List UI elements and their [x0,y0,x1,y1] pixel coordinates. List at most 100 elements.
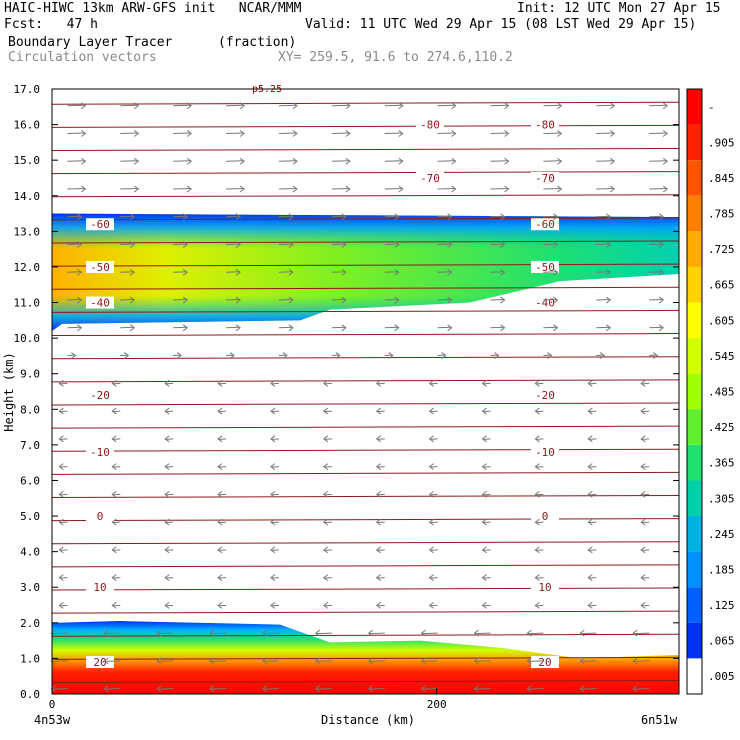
vector-arrowhead [50,629,56,637]
contour-line [51,633,680,637]
contour-label: -60 [535,218,555,231]
vector-arrowhead [441,352,447,359]
contour-label-bg [531,446,559,458]
vector-arrowhead [77,324,83,332]
vector-arrow [120,215,135,218]
contour-line [51,194,680,198]
y-tick-label: 9.0 [20,368,40,381]
colorbar-swatch [687,231,702,267]
y-tick-label: 11.0 [14,297,41,310]
contour-label: 20 [93,656,106,669]
contour-label-bg [86,446,114,458]
vector-arrow [474,660,491,662]
vector-arrowhead [662,102,669,110]
vector-arrowhead [270,601,276,609]
vector-arrowhead [217,546,223,554]
vector-arrowhead [428,463,434,470]
vector-arrow [543,215,558,218]
vector-arrow [331,215,346,218]
y-axis-label: Height (km) [2,352,16,431]
vector-arrowhead [235,324,241,332]
vector-arrowhead [129,213,136,221]
vector-arrowhead [587,463,593,470]
contour-line [51,402,680,406]
contour-line [51,425,680,429]
colorbar-label: .185 [708,563,735,576]
vector-arrow [173,160,192,162]
vector-arrowhead [262,657,268,665]
vector-arrowhead [323,490,329,498]
vector-arrow [278,160,297,162]
vector-arrowhead [420,629,426,637]
vector-arrowhead [288,296,294,304]
contour-line [51,101,680,105]
vector-arrowhead [323,379,329,387]
vector-arrowhead [367,629,374,637]
vector-arrow [649,299,664,301]
vector-arrow [226,243,241,246]
vector-arrow [437,299,452,301]
vector-arrowhead [428,435,434,443]
vector-arrowhead [599,352,606,359]
vector-arrowhead [111,546,117,554]
vector-arrow [278,104,297,107]
vector-arrow [596,215,611,218]
vector-arrow [67,188,86,190]
vector-arrowhead [129,296,136,304]
vector-arrowhead [587,379,593,387]
vector-arrow [490,243,505,246]
vector-arrowhead [235,296,241,304]
vector-arrowhead [473,629,479,637]
contour-line [51,564,680,568]
vector-arrow [384,326,399,329]
vector-arrowhead [111,435,117,443]
vector-arrowhead [50,685,56,693]
vector-arrow [384,160,403,162]
vector-arrowhead [288,268,294,276]
vector-arrowhead [186,185,193,193]
vector-arrowhead [547,352,553,359]
vector-arrowhead [640,490,646,498]
colorbar-label: .605 [708,314,735,327]
vector-arrowhead [375,490,382,498]
contour-label: -10 [90,446,110,459]
vector-arrow [120,299,135,301]
vector-arrowhead [345,130,351,137]
vector-arrow [315,688,332,690]
vector-arrowhead [209,629,215,637]
vector-arrowhead [500,241,506,248]
vector-arrow [51,688,68,690]
vector-arrow [278,215,293,218]
vector-arrow [226,271,241,273]
vector-arrow [437,326,452,329]
vector-arrowhead [186,130,193,137]
vector-arrowhead [292,185,298,193]
vector-arrowhead [262,685,268,693]
vector-arrowhead [534,435,540,443]
temperature-contours: -80 -80 -70 -70 -60 -60 -50 -50 -40 -40 -20 -20 -10 -… [51,101,680,684]
vector-arrowhead [58,463,64,470]
vector-arrow [331,299,346,301]
colorbar-label: .365 [708,457,735,470]
contour-line [51,541,680,545]
vector-arrowhead [394,296,400,304]
vector-arrow [543,326,558,329]
contour-label-bg [86,296,114,309]
vector-arrowhead [481,463,487,470]
vector-arrow [437,271,452,273]
vector-arrowhead [323,518,329,526]
vector-arrow [384,188,403,190]
contour-label: -40 [535,297,555,310]
contour-label: -50 [90,261,110,274]
contour-label: -70 [420,172,440,185]
contour-line [51,379,680,383]
vector-arrow [580,632,597,635]
vector-arrowhead [129,241,136,248]
vector-arrow [226,326,241,329]
vector-arrowhead [481,546,487,554]
vector-arrowhead [77,296,83,304]
vector-arrow [51,660,68,662]
vector-arrowhead [133,130,140,137]
vector-arrowhead [81,130,87,137]
vector-arrowhead [553,324,559,332]
